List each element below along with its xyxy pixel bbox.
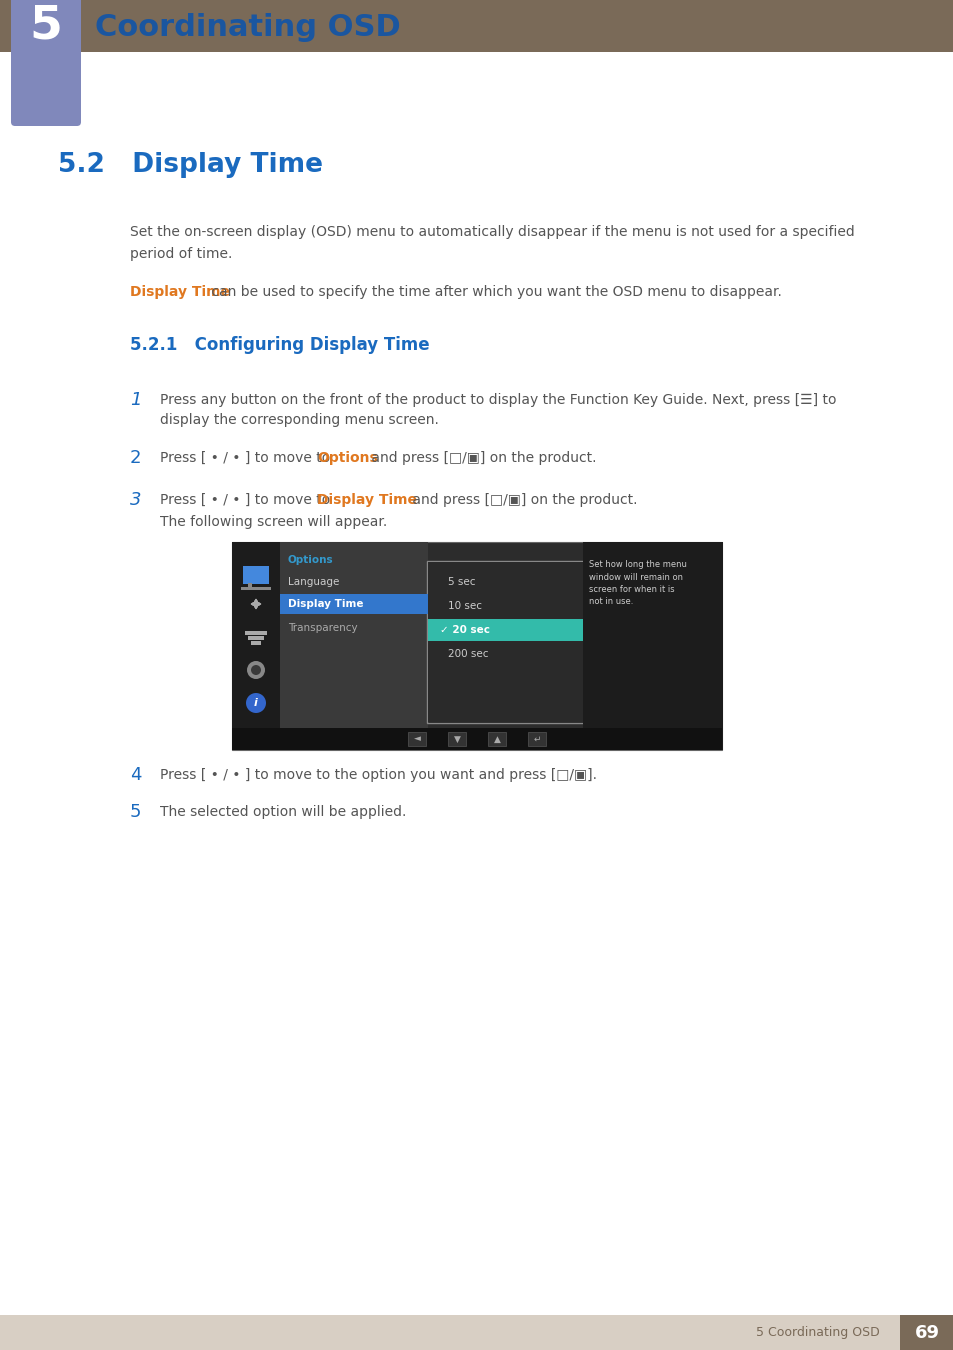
Text: and press [□/▣] on the product.: and press [□/▣] on the product.	[408, 493, 637, 508]
Bar	[248, 636, 264, 640]
Text: display the corresponding menu screen.: display the corresponding menu screen.	[160, 413, 438, 427]
Text: Options: Options	[316, 451, 377, 464]
Text: Coordinating OSD: Coordinating OSD	[95, 14, 400, 42]
Text: can be used to specify the time after which you want the OSD menu to disappear.: can be used to specify the time after wh…	[207, 285, 781, 298]
Bar	[232, 728, 721, 751]
Bar	[527, 732, 545, 747]
Text: 4: 4	[130, 765, 141, 784]
Bar	[245, 630, 267, 634]
Text: ▼: ▼	[453, 734, 460, 744]
Bar	[280, 541, 428, 751]
Circle shape	[247, 662, 265, 679]
Text: Press any button on the front of the product to display the Function Key Guide. : Press any button on the front of the pro…	[160, 393, 836, 406]
Text: Display Time: Display Time	[316, 493, 416, 508]
Text: 10 sec: 10 sec	[448, 601, 481, 612]
Text: The following screen will appear.: The following screen will appear.	[160, 514, 387, 529]
Text: 2: 2	[130, 450, 141, 467]
Bar	[428, 620, 582, 641]
Text: ▲: ▲	[493, 734, 500, 744]
Text: Language: Language	[288, 576, 339, 587]
Bar	[899, 1315, 953, 1350]
Text: Set the on-screen display (OSD) menu to automatically disappear if the menu is n: Set the on-screen display (OSD) menu to …	[130, 225, 854, 239]
Bar	[428, 562, 582, 722]
Bar	[243, 566, 269, 585]
Bar	[232, 541, 721, 751]
Text: 1: 1	[130, 392, 141, 409]
Text: 3: 3	[130, 491, 141, 509]
Text: and press [□/▣] on the product.: and press [□/▣] on the product.	[367, 451, 596, 464]
Text: 5.2   Display Time: 5.2 Display Time	[58, 153, 323, 178]
Text: 5.2.1   Configuring Display Time: 5.2.1 Configuring Display Time	[130, 336, 429, 354]
Text: 5: 5	[30, 4, 62, 49]
Text: 5 Coordinating OSD: 5 Coordinating OSD	[756, 1326, 879, 1339]
Bar	[408, 732, 426, 747]
FancyBboxPatch shape	[11, 0, 81, 126]
Circle shape	[251, 666, 261, 675]
Text: 69: 69	[914, 1323, 939, 1342]
Bar	[0, 0, 953, 53]
Text: Press [ • / • ] to move to the option you want and press [□/▣].: Press [ • / • ] to move to the option yo…	[160, 768, 597, 782]
Text: ↵: ↵	[533, 734, 540, 744]
Text: 200 sec: 200 sec	[448, 649, 488, 659]
Bar	[248, 583, 252, 589]
Text: Options: Options	[288, 555, 334, 566]
Bar	[232, 541, 280, 751]
Bar	[241, 587, 271, 590]
Bar	[280, 594, 428, 614]
Text: Display Time: Display Time	[288, 599, 363, 609]
Bar	[251, 641, 261, 645]
Bar	[448, 732, 465, 747]
Text: The selected option will be applied.: The selected option will be applied.	[160, 805, 406, 819]
Text: i: i	[253, 698, 257, 707]
Bar	[0, 1315, 953, 1350]
Text: ◄: ◄	[414, 734, 420, 744]
Text: Transparency: Transparency	[288, 622, 357, 633]
Text: 5: 5	[130, 803, 141, 821]
Text: ✓ 20 sec: ✓ 20 sec	[439, 625, 490, 634]
Circle shape	[246, 693, 266, 713]
Text: Set how long the menu
window will remain on
screen for when it is
not in use.: Set how long the menu window will remain…	[588, 560, 686, 606]
Bar	[582, 541, 722, 751]
Bar	[0, 53, 953, 127]
Text: period of time.: period of time.	[130, 247, 233, 261]
Text: Press [ • / • ] to move to: Press [ • / • ] to move to	[160, 451, 335, 464]
Bar	[488, 732, 505, 747]
Text: Press [ • / • ] to move to: Press [ • / • ] to move to	[160, 493, 335, 508]
Text: Display Time: Display Time	[130, 285, 230, 298]
Text: 5 sec: 5 sec	[448, 576, 475, 587]
Bar	[427, 562, 583, 724]
